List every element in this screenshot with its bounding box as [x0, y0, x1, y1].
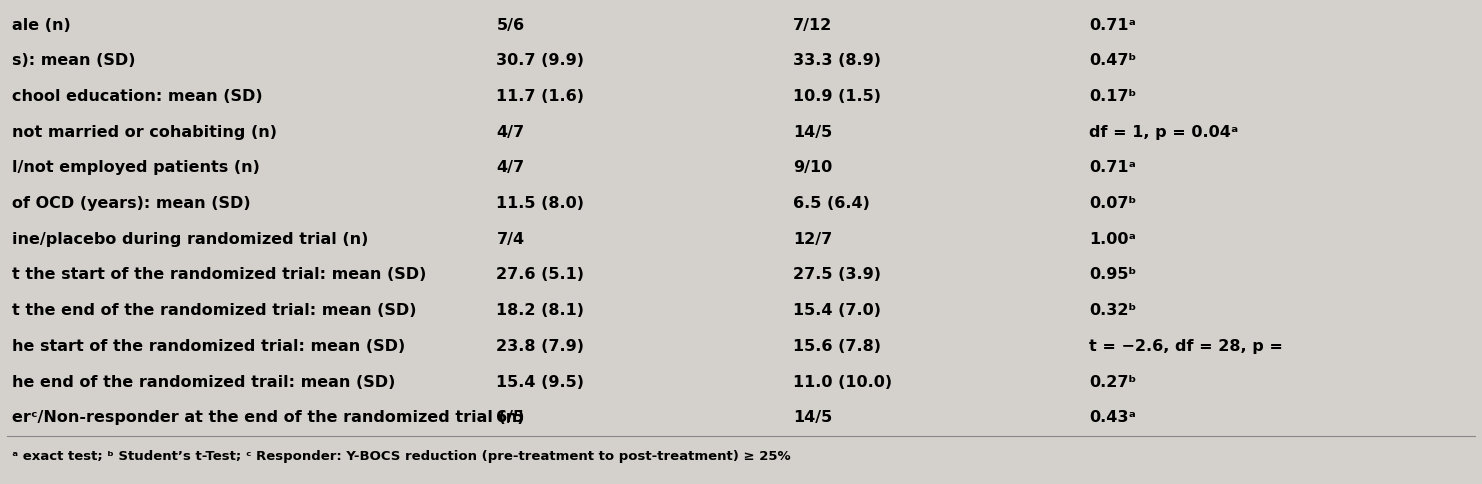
Text: 18.2 (8.1): 18.2 (8.1)	[496, 303, 584, 318]
Text: ale (n): ale (n)	[12, 17, 71, 32]
Text: 15.4 (9.5): 15.4 (9.5)	[496, 375, 584, 390]
Text: 15.4 (7.0): 15.4 (7.0)	[793, 303, 880, 318]
Text: 0.32ᵇ: 0.32ᵇ	[1089, 303, 1137, 318]
Text: 4/7: 4/7	[496, 160, 525, 175]
Text: chool education: mean (SD): chool education: mean (SD)	[12, 89, 262, 104]
Text: t the start of the randomized trial: mean (SD): t the start of the randomized trial: mea…	[12, 268, 427, 283]
Text: 0.43ᵃ: 0.43ᵃ	[1089, 410, 1137, 425]
Text: 0.95ᵇ: 0.95ᵇ	[1089, 268, 1137, 283]
Text: 10.9 (1.5): 10.9 (1.5)	[793, 89, 880, 104]
Text: df = 1, p = 0.04ᵃ: df = 1, p = 0.04ᵃ	[1089, 125, 1239, 140]
Text: 23.8 (7.9): 23.8 (7.9)	[496, 339, 584, 354]
Text: l/not employed patients (n): l/not employed patients (n)	[12, 160, 259, 175]
Text: 9/10: 9/10	[793, 160, 831, 175]
Text: 7/12: 7/12	[793, 17, 831, 32]
Text: 15.6 (7.8): 15.6 (7.8)	[793, 339, 880, 354]
Text: 6.5 (6.4): 6.5 (6.4)	[793, 196, 870, 211]
Text: 6/5: 6/5	[496, 410, 525, 425]
Text: 5/6: 5/6	[496, 17, 525, 32]
Text: 14/5: 14/5	[793, 125, 831, 140]
Text: 0.71ᵃ: 0.71ᵃ	[1089, 17, 1137, 32]
Text: 0.47ᵇ: 0.47ᵇ	[1089, 53, 1137, 68]
Text: 30.7 (9.9): 30.7 (9.9)	[496, 53, 584, 68]
Text: he start of the randomized trial: mean (SD): he start of the randomized trial: mean (…	[12, 339, 405, 354]
Text: 0.07ᵇ: 0.07ᵇ	[1089, 196, 1137, 211]
Text: 33.3 (8.9): 33.3 (8.9)	[793, 53, 880, 68]
Text: 11.7 (1.6): 11.7 (1.6)	[496, 89, 584, 104]
Text: 11.0 (10.0): 11.0 (10.0)	[793, 375, 892, 390]
Text: t = −2.6, df = 28, p =: t = −2.6, df = 28, p =	[1089, 339, 1283, 354]
Text: 27.6 (5.1): 27.6 (5.1)	[496, 268, 584, 283]
Text: 27.5 (3.9): 27.5 (3.9)	[793, 268, 880, 283]
Text: 7/4: 7/4	[496, 232, 525, 247]
Text: not married or cohabiting (n): not married or cohabiting (n)	[12, 125, 277, 140]
Text: of OCD (years): mean (SD): of OCD (years): mean (SD)	[12, 196, 250, 211]
Text: erᶜ/Non-responder at the end of the randomized trial (n): erᶜ/Non-responder at the end of the rand…	[12, 410, 525, 425]
Text: t the end of the randomized trial: mean (SD): t the end of the randomized trial: mean …	[12, 303, 416, 318]
Text: 1.00ᵃ: 1.00ᵃ	[1089, 232, 1137, 247]
Text: 4/7: 4/7	[496, 125, 525, 140]
Text: 14/5: 14/5	[793, 410, 831, 425]
Text: 12/7: 12/7	[793, 232, 831, 247]
Text: ine/placebo during randomized trial (n): ine/placebo during randomized trial (n)	[12, 232, 368, 247]
Text: he end of the randomized trail: mean (SD): he end of the randomized trail: mean (SD…	[12, 375, 396, 390]
Text: ᵃ exact test; ᵇ Student’s t-Test; ᶜ Responder: Y-BOCS reduction (pre-treatment t: ᵃ exact test; ᵇ Student’s t-Test; ᶜ Resp…	[12, 450, 790, 463]
Text: s): mean (SD): s): mean (SD)	[12, 53, 135, 68]
Text: 0.71ᵃ: 0.71ᵃ	[1089, 160, 1137, 175]
Text: 0.27ᵇ: 0.27ᵇ	[1089, 375, 1137, 390]
Text: 0.17ᵇ: 0.17ᵇ	[1089, 89, 1137, 104]
Text: 11.5 (8.0): 11.5 (8.0)	[496, 196, 584, 211]
